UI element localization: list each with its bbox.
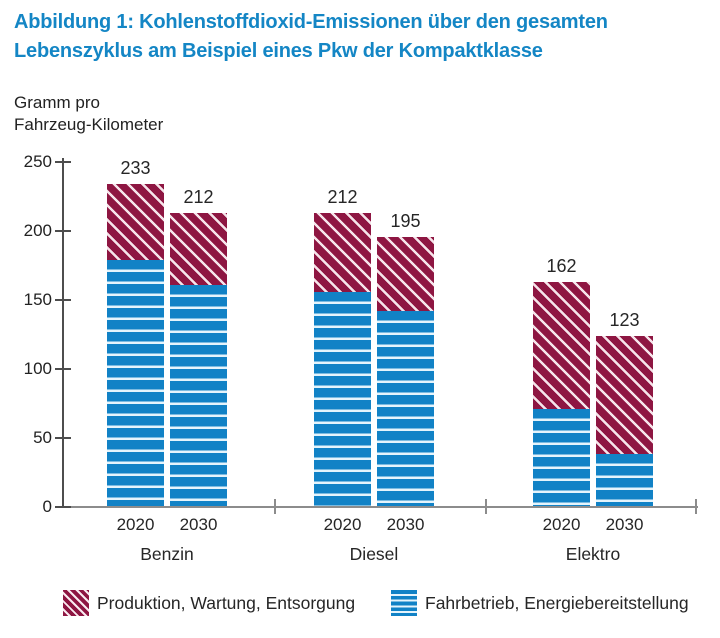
figure-title-line-1: Abbildung 1: Kohlenstoffdioxid-Emissione… [14,11,608,33]
legend-label-produktion: Produktion, Wartung, Entsorgung [97,592,356,613]
y-tick-label: 250 [23,152,52,171]
group-label: Elektro [565,544,621,564]
y-axis-unit-line-2: Fahrzeug-Kilometer [14,115,164,134]
bar-segment-produktion [107,184,164,261]
y-tick-label: 100 [23,359,52,378]
bar-segment-fahrbetrieb [377,311,434,506]
figure-title-line-2: Lebenszyklus am Beispiel eines Pkw der K… [14,40,543,62]
y-tick-label: 0 [42,497,52,516]
y-axis-line [62,158,64,508]
bar-segment-fahrbetrieb [596,453,653,506]
bar [107,184,164,506]
bar-total-label: 233 [120,158,151,179]
y-tick [55,437,71,439]
bar-segment-produktion [596,336,653,454]
bar-segment-produktion [377,236,434,312]
y-tick [55,299,71,301]
bar-year-label: 2020 [116,515,155,534]
group-label: Benzin [140,544,194,564]
y-tick [55,230,71,232]
bar-total-label: 212 [183,187,214,208]
x-tick [485,499,487,514]
bar-total-label: 195 [390,210,421,231]
bar-segment-produktion [314,213,371,293]
bar [596,336,653,506]
bar [533,282,590,506]
legend-label-fahrbetrieb: Fahrbetrieb, Energiebereitstellung [425,592,689,613]
y-axis-unit-line-1: Gramm pro [14,93,100,112]
x-tick [274,499,276,514]
bar-segment-fahrbetrieb [170,285,227,506]
fahrbetrieb-swatch-icon [391,590,417,616]
bar-year-label: 2020 [542,515,581,534]
bar [170,213,227,506]
x-axis-line [62,506,698,508]
y-tick [55,161,71,163]
bar-total-label: 162 [546,256,577,277]
bar-segment-fahrbetrieb [533,409,590,506]
legend-item-produktion: Produktion, Wartung, Entsorgung [63,590,355,616]
bar [377,236,434,506]
y-tick-label: 150 [23,290,52,309]
y-tick [55,368,71,370]
bar-year-label: 2020 [323,515,362,534]
figure-title: Abbildung 1: Kohlenstoffdioxid-Emissione… [14,8,608,66]
bar-year-label: 2030 [605,515,644,534]
chart-legend: Produktion, Wartung, Entsorgung Fahrbetr… [0,590,720,620]
bar-segment-fahrbetrieb [107,260,164,506]
y-tick-label: 50 [33,428,52,447]
y-tick [55,506,71,508]
x-tick [695,499,697,514]
bar-segment-fahrbetrieb [314,292,371,506]
y-tick-label: 200 [23,221,52,240]
legend-item-fahrbetrieb: Fahrbetrieb, Energiebereitstellung [391,590,689,616]
bar-year-label: 2030 [179,515,218,534]
y-axis-unit-label: Gramm pro Fahrzeug-Kilometer [14,92,163,136]
produktion-swatch-icon [63,590,89,616]
bar [314,213,371,506]
bar-year-label: 2030 [386,515,425,534]
bar-total-label: 212 [327,187,358,208]
bar-segment-produktion [533,282,590,410]
bar-segment-produktion [170,213,227,286]
group-label: Diesel [349,544,399,564]
bar-total-label: 123 [609,310,640,331]
